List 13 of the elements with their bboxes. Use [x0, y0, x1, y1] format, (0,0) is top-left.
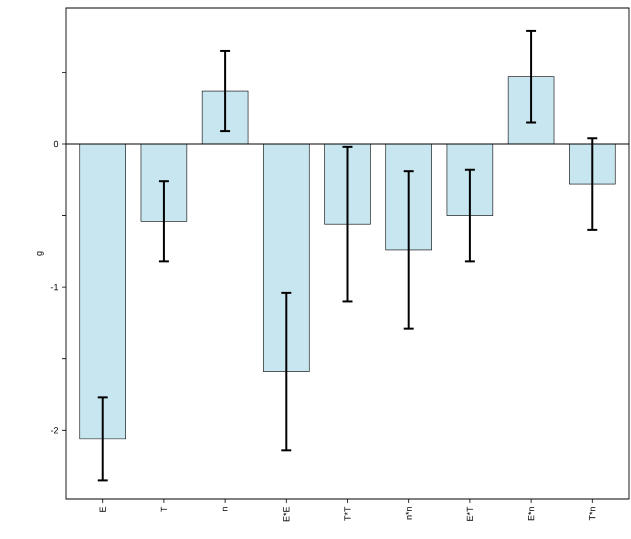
x-tick-label: E*T [466, 506, 473, 521]
x-tick-label: T [160, 506, 167, 512]
y-axis-title: g [37, 252, 44, 256]
x-tick-label: T*n [589, 507, 596, 520]
x-tick-label: n [222, 507, 228, 511]
x-tick-label: n*n [406, 507, 412, 520]
y-tick-label: -1 [50, 284, 58, 290]
x-tick-label: E*E [283, 506, 290, 522]
y-tick-label: -2 [50, 427, 58, 434]
x-tick-label: E*n [528, 507, 534, 520]
x-tick-label: T*T [344, 506, 351, 521]
x-tick-label: E [100, 506, 106, 512]
y-tick-label: 0 [54, 140, 58, 148]
